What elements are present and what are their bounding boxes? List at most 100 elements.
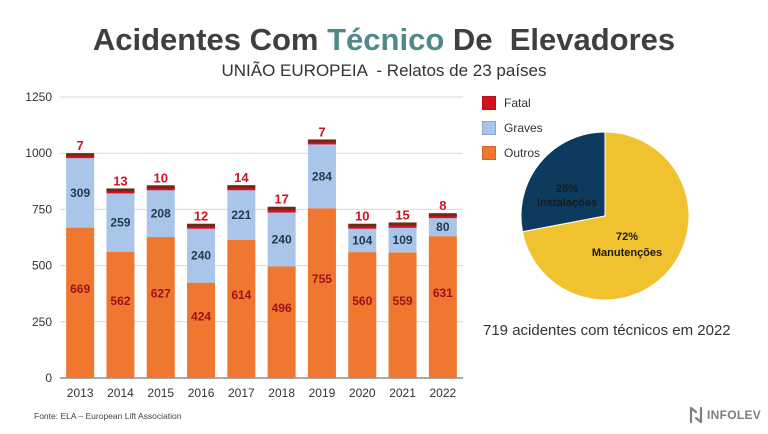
bar-fatal <box>267 208 296 213</box>
data-label-fatal: 13 <box>113 173 127 188</box>
data-label-fatal: 7 <box>77 138 84 153</box>
logo-text: INFOLEV <box>707 408 762 422</box>
x-tick-label: 2018 <box>268 386 295 400</box>
pie-slice-manutencoes <box>521 131 690 301</box>
data-label-graves: 259 <box>110 216 130 230</box>
bar-outros <box>106 251 135 378</box>
bar-graves <box>66 158 95 228</box>
bar-fatal <box>428 215 457 219</box>
bar-graves <box>146 190 175 238</box>
y-tick-label: 750 <box>32 202 52 216</box>
bar-fatal <box>307 141 336 145</box>
bar-outros <box>187 282 216 378</box>
y-tick-label: 1250 <box>25 90 52 104</box>
data-label-fatal: 17 <box>274 192 288 207</box>
bar-graves <box>388 227 417 253</box>
x-tick-label: 2021 <box>389 386 416 400</box>
x-tick-label: 2022 <box>429 386 456 400</box>
legend-item-graves: Graves <box>482 115 543 140</box>
data-label-graves: 80 <box>436 220 450 234</box>
infolev-logo: INFOLEV <box>688 406 761 424</box>
data-label-graves: 284 <box>312 169 332 183</box>
data-label-outros: 424 <box>191 309 211 323</box>
x-tick-label: 2013 <box>67 386 94 400</box>
legend-label-outros: Outros <box>504 145 541 160</box>
bar-outros <box>428 236 457 378</box>
bar-graves <box>307 144 336 209</box>
bar-fatal <box>187 225 216 229</box>
data-label-fatal: 14 <box>234 170 249 185</box>
data-label-outros: 496 <box>272 301 292 315</box>
bar-outros <box>267 266 296 378</box>
source-credit: Fonte: ELA – European Lift Association <box>34 411 182 421</box>
bar-outros <box>146 237 175 378</box>
bar-outros <box>388 252 417 378</box>
data-label-fatal: 10 <box>355 209 369 224</box>
pie-slice-instalacoes <box>520 131 606 233</box>
legend-label-graves: Graves <box>504 120 543 135</box>
title-part-1: Acidentes Com <box>92 22 328 57</box>
stacked-bar-chart: 0 250 500 750 1000 1250 669 309 7 2013 562 259 13 201… <box>25 90 463 400</box>
data-label-fatal: 7 <box>318 124 325 139</box>
pie-label-inst-pct: 28% <box>556 183 578 195</box>
bar-cap <box>348 223 377 227</box>
x-tick-label: 2017 <box>228 386 255 400</box>
bar-cap <box>187 223 216 227</box>
data-label-outros: 562 <box>110 294 130 308</box>
data-label-graves: 104 <box>352 233 372 247</box>
data-label-graves: 221 <box>231 208 251 222</box>
data-label-fatal: 12 <box>194 209 208 224</box>
data-label-outros: 631 <box>433 286 453 300</box>
y-tick-label: 1000 <box>25 146 52 160</box>
bar-cap <box>388 222 417 226</box>
pie-label-inst-name: Instalações <box>537 197 597 209</box>
bar-fatal <box>227 187 256 191</box>
bar-outros <box>307 208 336 378</box>
bar-graves <box>428 218 457 237</box>
bar-cap <box>146 185 175 189</box>
data-label-outros: 755 <box>312 272 332 286</box>
legend-swatch-graves <box>482 120 496 135</box>
title-accent: Técnico <box>327 22 445 57</box>
legend-swatch-fatal <box>482 95 496 110</box>
title-part-2: De Elevadores <box>444 22 676 57</box>
data-label-outros: 560 <box>352 294 372 308</box>
chart-legend: Fatal Graves Outros <box>482 90 543 165</box>
bar-graves <box>267 212 296 267</box>
data-label-fatal: 15 <box>395 207 409 222</box>
data-label-graves: 309 <box>70 186 90 200</box>
x-tick-label: 2019 <box>309 386 336 400</box>
data-label-graves: 240 <box>191 249 211 263</box>
y-tick-label: 0 <box>45 371 52 385</box>
y-tick-label: 250 <box>32 315 52 329</box>
summary-note: 719 acidentes com técnicos em 2022 <box>483 322 731 339</box>
legend-item-outros: Outros <box>482 140 543 165</box>
bar-fatal <box>348 225 377 229</box>
data-label-graves: 109 <box>393 233 413 247</box>
bar-graves <box>348 228 377 253</box>
x-tick-label: 2020 <box>349 386 376 400</box>
legend-label-fatal: Fatal <box>504 95 531 110</box>
legend-item-fatal: Fatal <box>482 90 543 115</box>
data-label-graves: 208 <box>151 207 171 221</box>
bar-cap <box>267 206 296 210</box>
pie-label-man-name: Manutenções <box>592 247 662 259</box>
y-tick-label: 500 <box>32 259 52 273</box>
logo-icon <box>689 406 703 424</box>
data-label-outros: 614 <box>231 288 251 302</box>
bar-graves <box>187 228 216 283</box>
bar-fatal <box>106 190 135 194</box>
pie-label-man-pct: 72% <box>616 231 638 243</box>
data-label-outros: 669 <box>70 282 90 296</box>
data-label-outros: 559 <box>393 294 413 308</box>
page-subtitle: UNIÃO EUROPEIA - Relatos de 23 países <box>221 61 547 80</box>
bar-cap <box>428 213 457 217</box>
bar-cap <box>66 153 95 157</box>
bar-graves <box>227 190 256 240</box>
bar-fatal <box>146 187 175 191</box>
bar-cap <box>106 188 135 192</box>
pie-chart: 28% Instalações 72% Manutenções <box>520 131 690 301</box>
data-label-fatal: 10 <box>154 170 168 185</box>
legend-swatch-outros <box>482 145 496 160</box>
data-label-outros: 627 <box>151 287 171 301</box>
